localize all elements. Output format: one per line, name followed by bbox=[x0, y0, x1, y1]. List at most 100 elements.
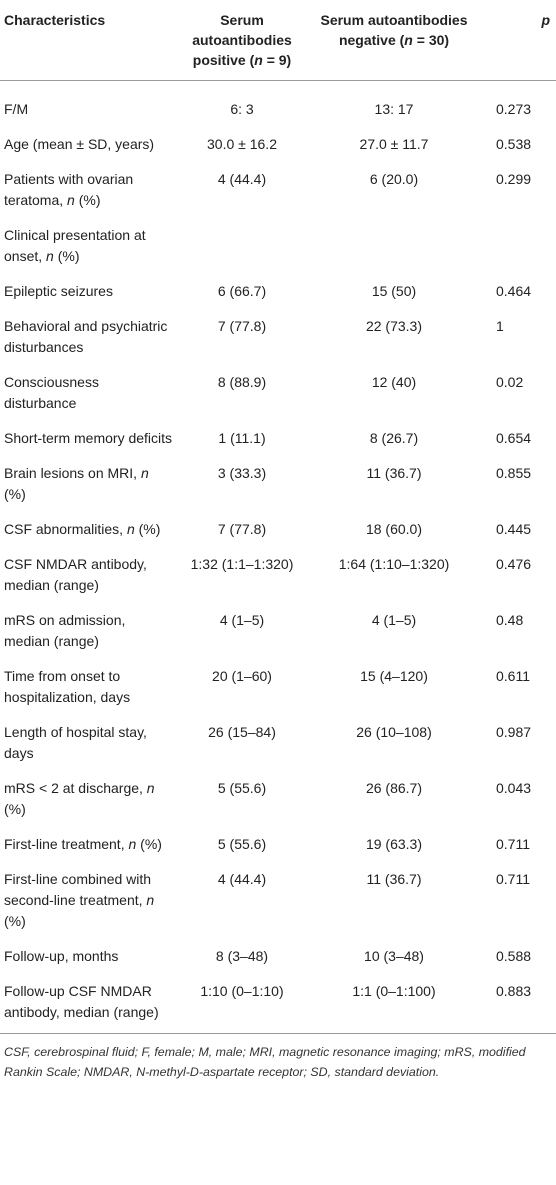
characteristic-label-text: Length of hospital stay, days bbox=[4, 724, 147, 761]
p-value: 0.02 bbox=[496, 374, 524, 390]
positive-value: 1:32 (1:1–1:320) bbox=[190, 556, 294, 572]
header-row: Characteristics Serum autoantibodies pos… bbox=[0, 0, 556, 81]
table-row: Consciousness disturbance 8 (88.9) 12 (40)… bbox=[0, 365, 556, 421]
characteristic-label: Behavioral and psychiatric disturbances bbox=[0, 309, 178, 365]
positive-value bbox=[178, 218, 306, 274]
characteristic-label-suffix: (%) bbox=[74, 192, 101, 208]
negative-value: 13: 17 bbox=[374, 101, 414, 117]
characteristic-label-text: Short-term memory deficits bbox=[4, 430, 173, 446]
characteristic-label-suffix: (%) bbox=[4, 801, 26, 817]
characteristic-label-text: Follow-up CSF NMDAR antibody, median (ra… bbox=[4, 983, 159, 1020]
header-positive-n: n bbox=[254, 52, 263, 68]
header-positive-post: = 9) bbox=[262, 52, 292, 68]
characteristic-label: mRS on admission, median (range) bbox=[0, 603, 178, 659]
characteristic-label-n: n bbox=[146, 780, 155, 796]
positive-value: 6: 3 bbox=[230, 101, 254, 117]
p-value: 0.611 bbox=[496, 668, 530, 684]
characteristic-label-suffix: (%) bbox=[4, 913, 26, 929]
characteristic-label-text: Age (mean ± SD, years) bbox=[4, 136, 155, 152]
characteristic-label: Patients with ovarian teratoma, n (%) bbox=[0, 162, 178, 218]
characteristics-table-container: Characteristics Serum autoantibodies pos… bbox=[0, 0, 556, 1079]
positive-value: 4 (44.4) bbox=[217, 871, 267, 887]
p-value: 0.445 bbox=[496, 521, 532, 537]
negative-value: 19 (63.3) bbox=[365, 836, 423, 852]
characteristic-label-text: CSF NMDAR antibody, median (range) bbox=[4, 556, 147, 593]
table-body: F/M 6: 3 13: 17 0.273 Age (mean ± SD, years)… bbox=[0, 81, 556, 1034]
header-positive: Serum autoantibodies positive (n = 9) bbox=[178, 0, 306, 81]
negative-value: 11 (36.7) bbox=[366, 871, 422, 887]
negative-value: 26 (10–108) bbox=[356, 724, 432, 740]
positive-value: 5 (55.6) bbox=[217, 836, 267, 852]
table-row: Clinical presentation at onset, n (%) bbox=[0, 218, 556, 274]
header-negative: Serum autoantibodies negative (n = 30) bbox=[306, 0, 482, 81]
p-value: 0.043 bbox=[496, 780, 532, 796]
characteristic-label-suffix: (%) bbox=[4, 486, 26, 502]
positive-value: 1:10 (0–1:10) bbox=[200, 983, 284, 999]
p-value: 0.299 bbox=[496, 171, 532, 187]
characteristic-label: Clinical presentation at onset, n (%) bbox=[0, 218, 178, 274]
characteristic-label-text: mRS < 2 at discharge, bbox=[4, 780, 143, 796]
characteristic-label: First-line treatment, n (%) bbox=[0, 827, 178, 862]
p-value: 0.987 bbox=[496, 724, 532, 740]
characteristic-label-text: Clinical presentation at onset, bbox=[4, 227, 146, 264]
table-row: Brain lesions on MRI, n (%) 3 (33.3) 11 (3… bbox=[0, 456, 556, 512]
negative-value: 15 (4–120) bbox=[360, 668, 428, 684]
p-value: 0.654 bbox=[496, 430, 532, 446]
header-p: p bbox=[541, 12, 550, 28]
table-header: Characteristics Serum autoantibodies pos… bbox=[0, 0, 556, 81]
characteristic-label-suffix: (%) bbox=[53, 248, 80, 264]
table-row: Age (mean ± SD, years) 30.0 ± 16.2 27.0 ± … bbox=[0, 127, 556, 162]
table-row: Length of hospital stay, days 26 (15–84) 2… bbox=[0, 715, 556, 771]
characteristic-label-text: Follow-up, months bbox=[4, 948, 119, 964]
negative-value bbox=[306, 218, 482, 274]
characteristic-label-text: Patients with ovarian teratoma, bbox=[4, 171, 134, 208]
characteristic-label: First-line combined with second-line tre… bbox=[0, 862, 178, 939]
negative-value: 26 (86.7) bbox=[365, 780, 423, 796]
characteristic-label-suffix: (%) bbox=[136, 836, 162, 852]
table-row: Follow-up, months 8 (3–48) 10 (3–48) 0.588 bbox=[0, 939, 556, 974]
characteristic-label: Follow-up CSF NMDAR antibody, median (ra… bbox=[0, 974, 178, 1034]
characteristic-label: CSF abnormalities, n (%) bbox=[0, 512, 178, 547]
p-value: 0.711 bbox=[496, 871, 530, 887]
characteristic-label-text: First-line treatment, bbox=[4, 836, 125, 852]
negative-value: 4 (1–5) bbox=[371, 612, 417, 628]
table-row: CSF abnormalities, n (%) 7 (77.8) 18 (60.0… bbox=[0, 512, 556, 547]
characteristic-label-n: n bbox=[126, 521, 135, 537]
characteristic-label-suffix: (%) bbox=[134, 521, 161, 537]
table-row: First-line treatment, n (%) 5 (55.6) 19 (6… bbox=[0, 827, 556, 862]
characteristic-label: CSF NMDAR antibody, median (range) bbox=[0, 547, 178, 603]
characteristic-label-n: n bbox=[140, 465, 149, 481]
characteristic-label-text: mRS on admission, median (range) bbox=[4, 612, 126, 649]
table-row: Short-term memory deficits 1 (11.1) 8 (26.… bbox=[0, 421, 556, 456]
p-value: 0.711 bbox=[496, 836, 530, 852]
table-row: Follow-up CSF NMDAR antibody, median (ra… bbox=[0, 974, 556, 1034]
characteristic-label: Age (mean ± SD, years) bbox=[0, 127, 178, 162]
negative-value: 22 (73.3) bbox=[365, 318, 423, 334]
characteristic-label: Time from onset to hospitalization, days bbox=[0, 659, 178, 715]
p-value: 0.476 bbox=[496, 556, 532, 572]
characteristic-label: Length of hospital stay, days bbox=[0, 715, 178, 771]
negative-value: 1:64 (1:10–1:320) bbox=[338, 556, 450, 572]
p-value bbox=[482, 218, 556, 274]
characteristic-label-text: First-line combined with second-line tre… bbox=[4, 871, 152, 908]
table-row: mRS on admission, median (range) 4 (1–5) 4… bbox=[0, 603, 556, 659]
negative-value: 15 (50) bbox=[371, 283, 417, 299]
characteristic-label-text: CSF abnormalities, bbox=[4, 521, 124, 537]
positive-value: 5 (55.6) bbox=[217, 780, 267, 796]
negative-value: 10 (3–48) bbox=[364, 948, 424, 964]
p-value: 0.883 bbox=[496, 983, 532, 999]
characteristic-label-n: n bbox=[128, 836, 137, 852]
p-value: 0.538 bbox=[496, 136, 532, 152]
table-row: F/M 6: 3 13: 17 0.273 bbox=[0, 81, 556, 128]
characteristic-label-n: n bbox=[146, 892, 155, 908]
p-value: 0.588 bbox=[496, 948, 532, 964]
table-row: CSF NMDAR antibody, median (range) 1:32 (… bbox=[0, 547, 556, 603]
positive-value: 20 (1–60) bbox=[212, 668, 272, 684]
p-value: 0.48 bbox=[496, 612, 524, 628]
header-characteristics: Characteristics bbox=[4, 12, 106, 28]
negative-value: 18 (60.0) bbox=[365, 521, 423, 537]
characteristic-label-text: Brain lesions on MRI, bbox=[4, 465, 138, 481]
characteristic-label-text: F/M bbox=[4, 101, 29, 117]
positive-value: 7 (77.8) bbox=[217, 521, 267, 537]
table-row: mRS < 2 at discharge, n (%) 5 (55.6) 26 (8… bbox=[0, 771, 556, 827]
